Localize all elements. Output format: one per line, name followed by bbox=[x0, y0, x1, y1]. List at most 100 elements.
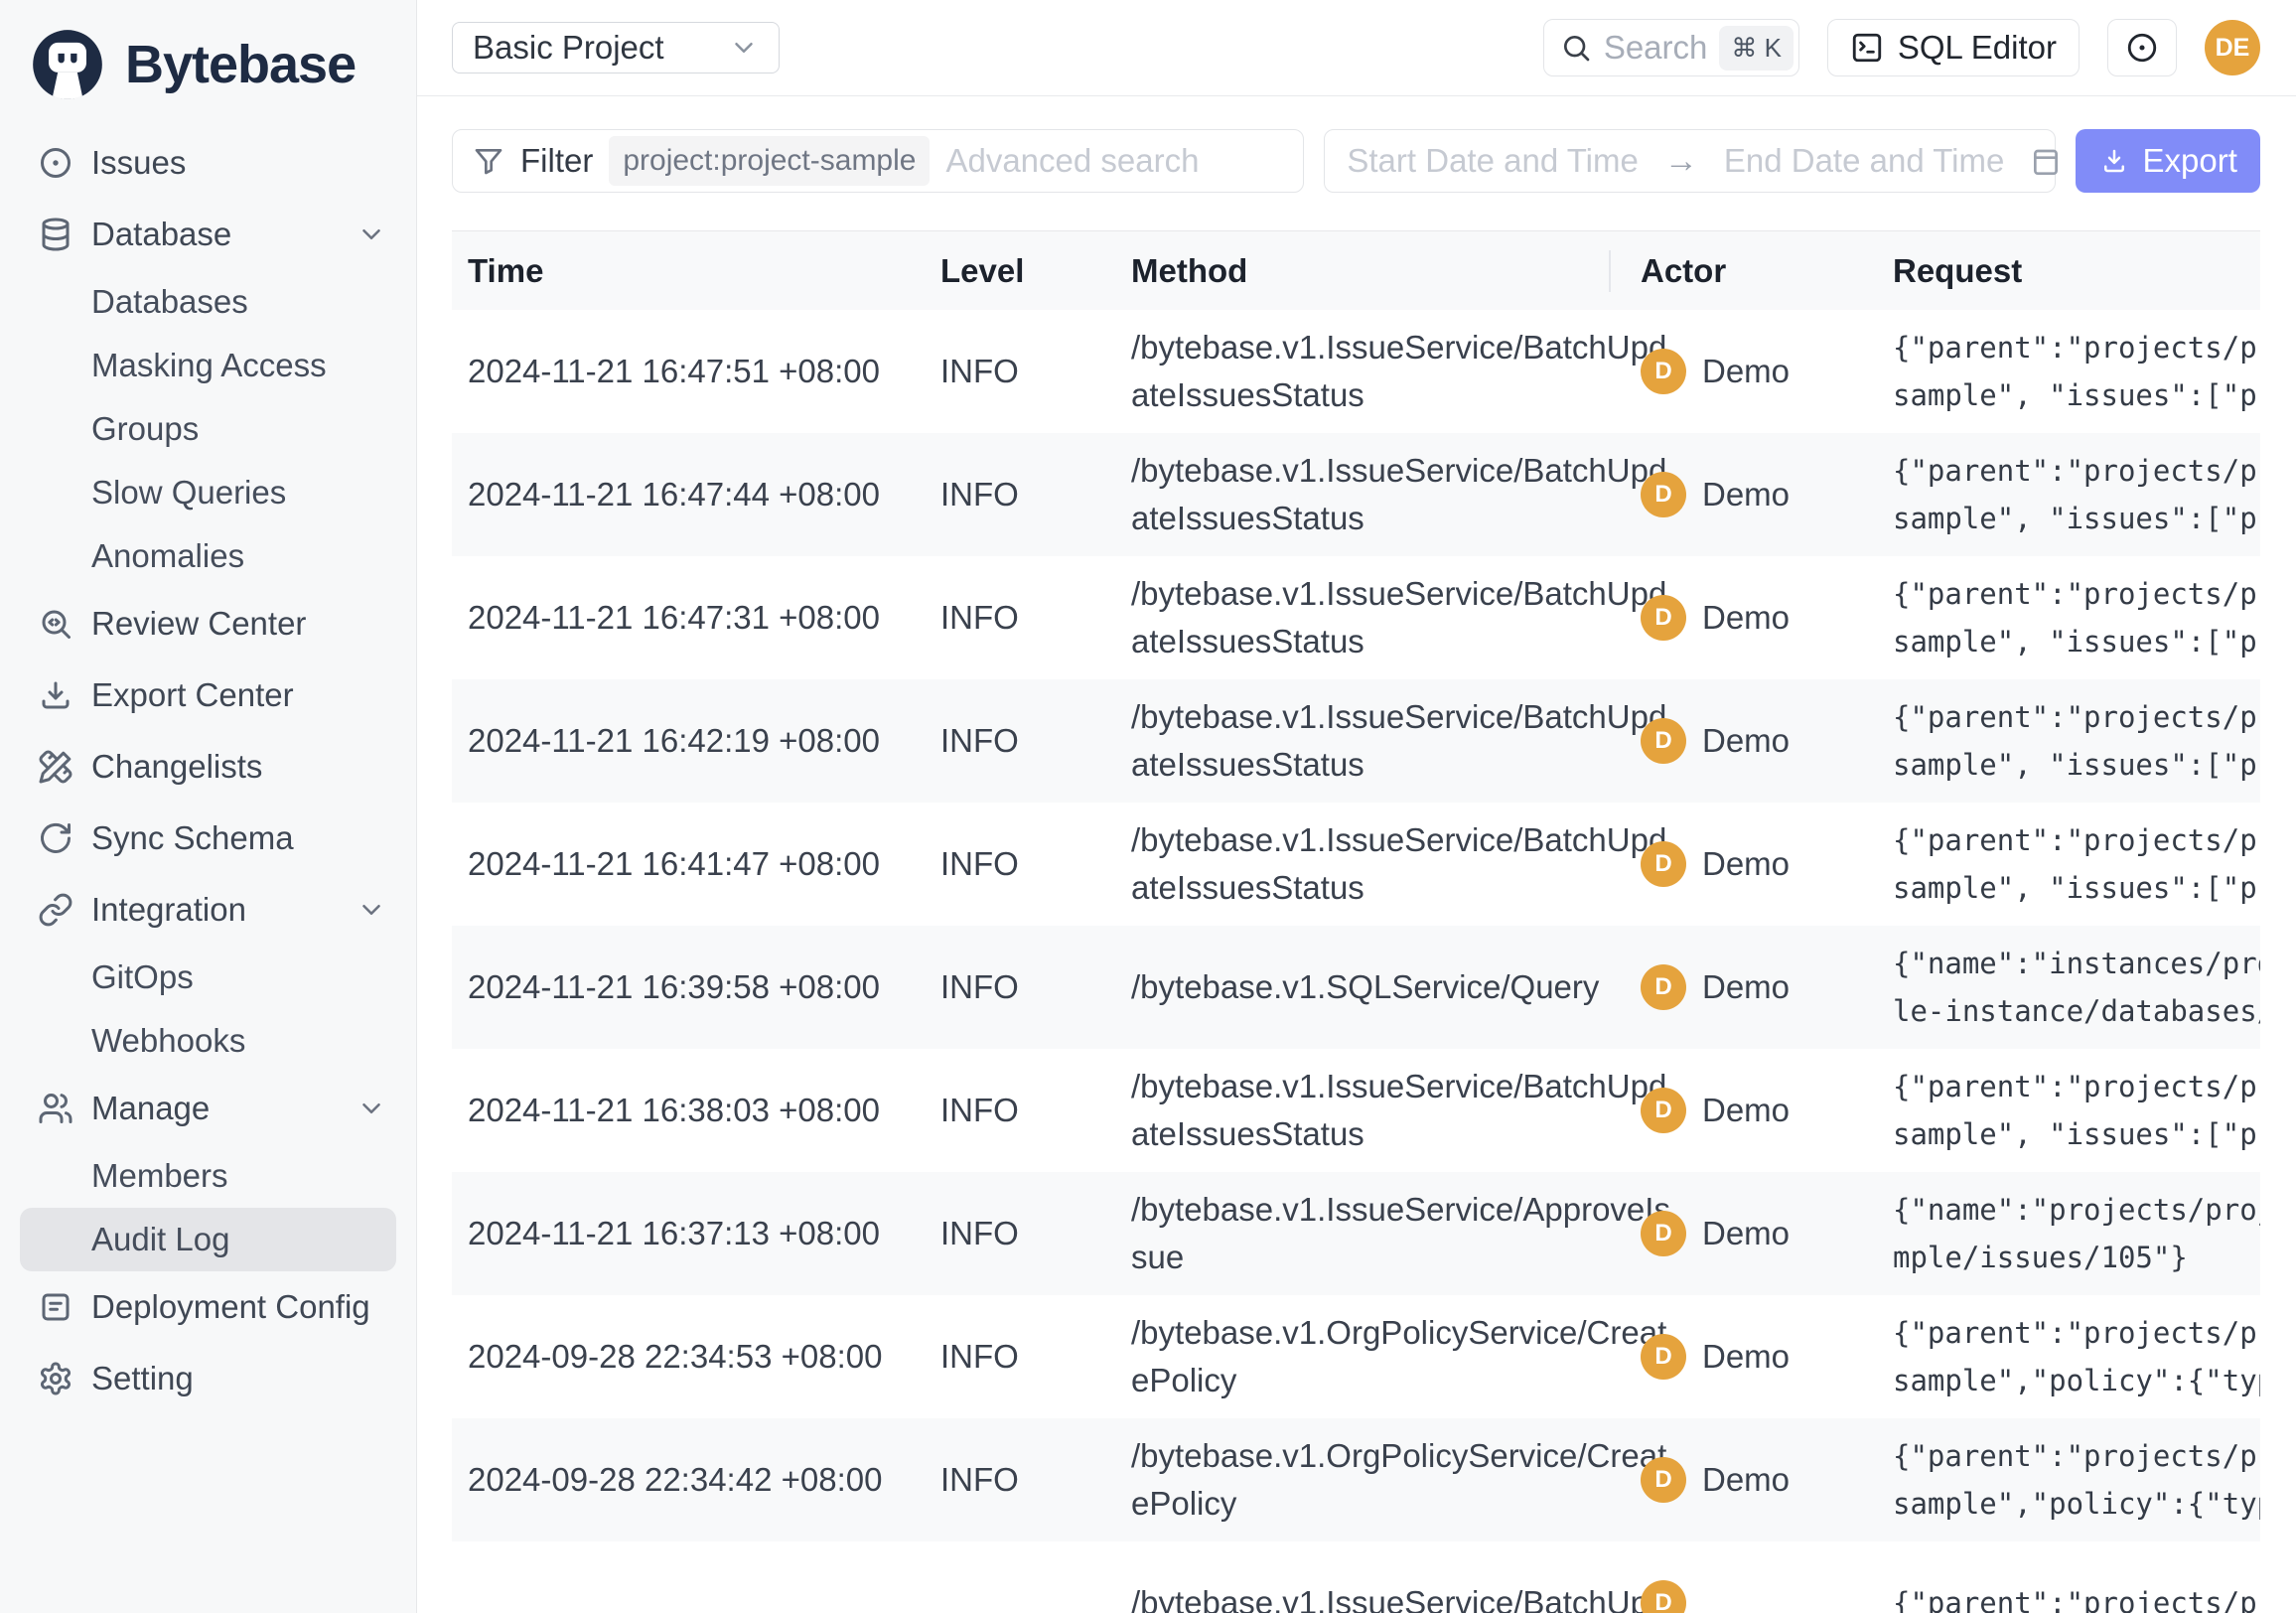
cell-level: INFO bbox=[940, 722, 1019, 759]
table-header-row: Time Level Method Actor Request bbox=[452, 230, 2260, 310]
brand-logo[interactable]: Bytebase bbox=[0, 26, 416, 103]
cell-level: INFO bbox=[940, 1215, 1019, 1251]
table-row[interactable]: 2024-09-28 22:34:53 +08:00 INFO/bytebase.… bbox=[452, 1295, 2260, 1418]
sidebar-item-webhooks[interactable]: Webhooks bbox=[0, 1009, 416, 1073]
filter-search-input[interactable]: Filter project:project-sample Advanced s… bbox=[452, 129, 1305, 193]
filter-row: Filter project:project-sample Advanced s… bbox=[452, 129, 2260, 193]
table-row[interactable]: 2024-11-21 16:37:13 +08:00 INFO/bytebase.… bbox=[452, 1172, 2260, 1295]
cell-time: 2024-11-21 16:38:03 +08:00 bbox=[468, 1092, 880, 1128]
actor-avatar: D bbox=[1641, 1088, 1686, 1133]
sidebar-item-review-center[interactable]: Review Center bbox=[0, 588, 416, 660]
cell-actor: D Demo bbox=[1619, 1457, 1877, 1503]
sidebar-item-label: GitOps bbox=[91, 958, 194, 995]
sidebar-item-members[interactable]: Members bbox=[0, 1144, 416, 1208]
actor-name: Demo bbox=[1702, 1215, 1791, 1251]
cell-method: /bytebase.v1.IssueService/BatchUpd ateIss… bbox=[1131, 452, 1667, 536]
sidebar-item-issues[interactable]: Issues bbox=[0, 127, 416, 199]
sidebar-item-databases[interactable]: Databases bbox=[0, 270, 416, 334]
cell-time: 2024-11-21 16:37:13 +08:00 bbox=[468, 1215, 880, 1251]
sql-editor-button[interactable]: SQL Editor bbox=[1826, 19, 2080, 76]
search-icon bbox=[1560, 32, 1592, 64]
table-row[interactable]: 2024-09-28 22:34:42 +08:00 INFO/bytebase.… bbox=[452, 1418, 2260, 1541]
cell-level: INFO bbox=[940, 1092, 1019, 1128]
table-row[interactable]: 2024-11-21 16:38:03 +08:00 INFO/bytebase.… bbox=[452, 1049, 2260, 1172]
actor-avatar: D bbox=[1641, 841, 1686, 887]
actor-avatar: D bbox=[1641, 1457, 1686, 1503]
sidebar-item-setting[interactable]: Setting bbox=[0, 1343, 416, 1414]
sidebar-item-anomalies[interactable]: Anomalies bbox=[0, 524, 416, 588]
table-row[interactable]: 2024-11-21 16:39:58 +08:00 INFO/bytebase.… bbox=[452, 926, 2260, 1049]
issues-icon bbox=[38, 145, 73, 181]
actor-avatar: D bbox=[1641, 1580, 1686, 1613]
cell-time: 2024-11-21 16:47:31 +08:00 bbox=[468, 599, 880, 636]
sidebar-item-label: Export Center bbox=[91, 676, 294, 713]
topbar-right: Search ⌘ K SQL Editor DE bbox=[1542, 19, 2260, 76]
cell-level: INFO bbox=[940, 1338, 1019, 1375]
table-row[interactable]: 2024-11-21 16:42:19 +08:00 INFO/bytebase.… bbox=[452, 679, 2260, 803]
sidebar-item-slow-queries[interactable]: Slow Queries bbox=[0, 461, 416, 524]
cell-level: INFO bbox=[940, 599, 1019, 636]
search-button[interactable]: Search ⌘ K bbox=[1542, 19, 1799, 76]
actor-avatar: D bbox=[1641, 1211, 1686, 1256]
sidebar-item-label: Slow Queries bbox=[91, 474, 287, 511]
cell-time: 2024-09-28 22:34:42 +08:00 bbox=[468, 1461, 883, 1498]
issue-quick-button[interactable] bbox=[2107, 19, 2177, 76]
sidebar-item-label: Issues bbox=[91, 144, 187, 181]
sidebar-item-manage[interactable]: Manage bbox=[0, 1073, 416, 1144]
sidebar-item-audit-log[interactable]: Audit Log bbox=[20, 1208, 396, 1271]
review-center-icon bbox=[38, 606, 73, 642]
date-range-picker[interactable]: Start Date and Time → End Date and Time bbox=[1324, 129, 2059, 193]
cell-actor: D Demo bbox=[1619, 1088, 1877, 1133]
sidebar-item-masking-access[interactable]: Masking Access bbox=[0, 334, 416, 397]
table-row[interactable]: /bytebase.v1.IssueService/BatchUpd D {"par… bbox=[452, 1541, 2260, 1613]
sidebar-item-database[interactable]: Database bbox=[0, 199, 416, 270]
cell-method: /bytebase.v1.SQLService/Query bbox=[1131, 968, 1600, 1005]
end-date-placeholder: End Date and Time bbox=[1723, 142, 2005, 179]
sidebar-item-label: Database bbox=[91, 216, 232, 252]
sidebar-item-label: Groups bbox=[91, 410, 200, 447]
sidebar-nav: Issues Database Databases Masking Access Gro… bbox=[0, 127, 416, 1414]
deployment-config-icon bbox=[38, 1289, 73, 1325]
sidebar-item-groups[interactable]: Groups bbox=[0, 397, 416, 461]
sidebar-item-label: Anomalies bbox=[91, 537, 245, 574]
cell-method: /bytebase.v1.IssueService/BatchUpd bbox=[1131, 1584, 1667, 1613]
cell-level: INFO bbox=[940, 1461, 1019, 1498]
cell-level: INFO bbox=[940, 968, 1019, 1005]
sidebar-item-deployment-config[interactable]: Deployment Config bbox=[0, 1271, 416, 1343]
main-area: Basic Project Search ⌘ K SQL E bbox=[417, 0, 2296, 1613]
project-selector[interactable]: Basic Project bbox=[452, 22, 780, 73]
table-row[interactable]: 2024-11-21 16:47:51 +08:00 INFO/bytebase.… bbox=[452, 310, 2260, 433]
cell-request: {"parent":"projects/pr sample","policy":{… bbox=[1893, 1439, 2260, 1521]
user-avatar[interactable]: DE bbox=[2205, 20, 2260, 75]
actor-name: Demo bbox=[1702, 1338, 1791, 1375]
manage-icon bbox=[38, 1091, 73, 1126]
filter-chip-project[interactable]: project:project-sample bbox=[609, 136, 931, 186]
sidebar-item-gitops[interactable]: GitOps bbox=[0, 946, 416, 1009]
table-row[interactable]: 2024-11-21 16:47:31 +08:00 INFO/bytebase.… bbox=[452, 556, 2260, 679]
export-label: Export bbox=[2142, 142, 2237, 179]
sidebar-item-label: Setting bbox=[91, 1360, 194, 1396]
integration-icon bbox=[38, 892, 73, 928]
actor-avatar: D bbox=[1641, 595, 1686, 641]
cell-method: /bytebase.v1.OrgPolicyService/Creat ePoli… bbox=[1131, 1437, 1667, 1522]
terminal-icon bbox=[1850, 31, 1884, 65]
chevron-down-icon bbox=[357, 220, 386, 249]
cell-request: {"parent":"projects/pr sample", "issues":… bbox=[1893, 1070, 2260, 1151]
circle-dot-icon bbox=[2127, 33, 2157, 63]
sidebar-item-label: Databases bbox=[91, 283, 248, 320]
sidebar-item-changelists[interactable]: Changelists bbox=[0, 731, 416, 803]
sidebar-item-label: Changelists bbox=[91, 748, 263, 785]
sidebar-item-export-center[interactable]: Export Center bbox=[0, 660, 416, 731]
sidebar-item-label: Integration bbox=[91, 891, 246, 928]
column-header-level: Level bbox=[940, 251, 1025, 289]
cell-method: /bytebase.v1.IssueService/ApproveIs sue bbox=[1131, 1191, 1670, 1275]
sidebar-item-integration[interactable]: Integration bbox=[0, 874, 416, 946]
actor-avatar: D bbox=[1641, 718, 1686, 764]
table-row[interactable]: 2024-11-21 16:41:47 +08:00 INFO/bytebase.… bbox=[452, 803, 2260, 926]
sidebar-item-sync-schema[interactable]: Sync Schema bbox=[0, 803, 416, 874]
cell-time: 2024-11-21 16:42:19 +08:00 bbox=[468, 722, 880, 759]
actor-avatar: D bbox=[1641, 1334, 1686, 1380]
table-row[interactable]: 2024-11-21 16:47:44 +08:00 INFO/bytebase.… bbox=[452, 433, 2260, 556]
export-button[interactable]: Export bbox=[2076, 129, 2260, 193]
